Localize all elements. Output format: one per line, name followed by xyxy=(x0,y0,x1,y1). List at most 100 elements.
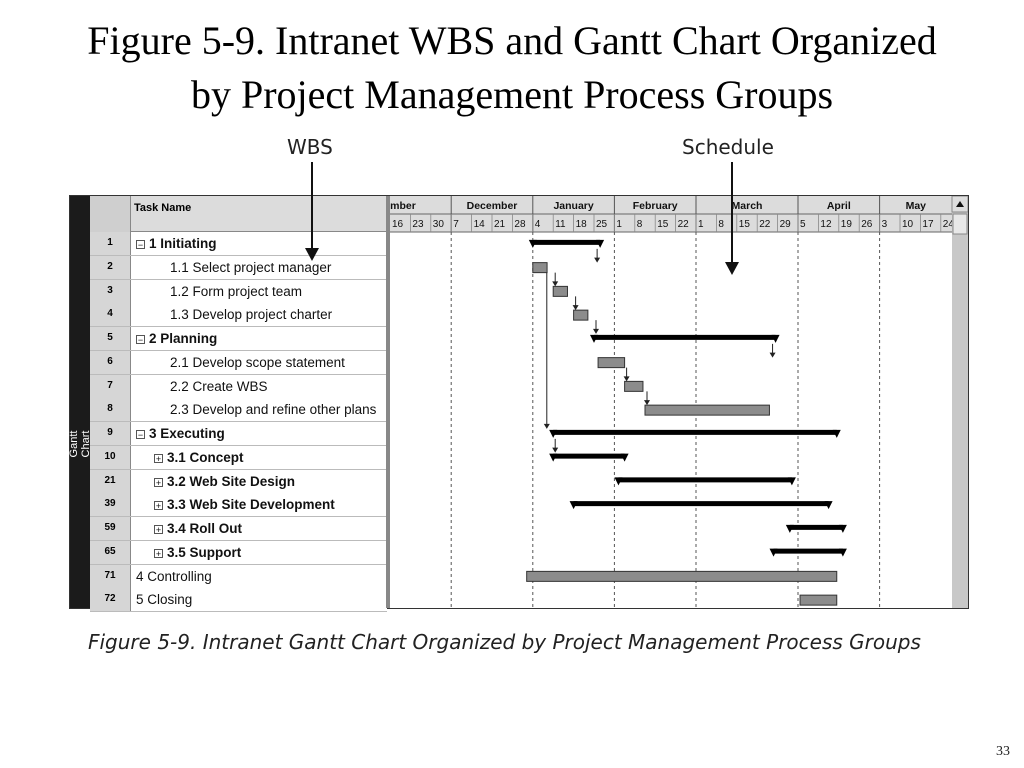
task-bar[interactable] xyxy=(526,570,838,582)
task-name-cell: 2.3 Develop and refine other plans xyxy=(170,398,385,421)
expand-icon[interactable]: + xyxy=(154,453,163,464)
task-name-label: 2.1 Develop scope statement xyxy=(170,354,345,370)
task-row[interactable]: 59 +3.4 Roll Out xyxy=(90,517,387,541)
week-label: 19 xyxy=(841,219,853,230)
task-row[interactable]: 21 +3.2 Web Site Design xyxy=(90,469,387,494)
task-name-label: 3.4 Roll Out xyxy=(167,521,243,536)
task-row[interactable]: 71 4 Controlling xyxy=(90,564,387,589)
dependency-arrowhead xyxy=(769,352,776,358)
task-name-label: 3.1 Concept xyxy=(167,449,244,465)
task-name-label: 3.2 Web Site Design xyxy=(167,473,296,489)
week-label: 15 xyxy=(657,219,669,230)
expand-icon[interactable]: + xyxy=(154,525,163,535)
expand-icon[interactable]: + xyxy=(154,548,163,559)
week-label: 11 xyxy=(555,219,566,230)
week-label: 16 xyxy=(392,219,404,230)
task-name-label: 2.2 Create WBS xyxy=(170,378,268,394)
row-number: 39 xyxy=(90,493,131,517)
summary-bar-cap xyxy=(549,429,558,438)
task-bar[interactable] xyxy=(624,380,644,392)
task-row[interactable]: 3 1.2 Form project team xyxy=(90,279,387,304)
summary-bar-cap xyxy=(569,501,578,510)
task-bar[interactable] xyxy=(644,404,770,416)
collapse-icon[interactable]: − xyxy=(136,240,145,250)
task-name-label: 2 Planning xyxy=(149,331,218,346)
expand-icon[interactable]: + xyxy=(154,477,163,488)
task-row[interactable]: 8 2.3 Develop and refine other plans xyxy=(90,398,387,423)
task-bar[interactable] xyxy=(532,262,548,274)
task-name-cell: 1.2 Form project team xyxy=(170,280,385,303)
task-name-cell: 1.1 Select project manager xyxy=(170,256,385,279)
week-label: 22 xyxy=(678,219,690,230)
summary-bar[interactable] xyxy=(573,501,829,507)
week-label: 30 xyxy=(433,219,445,230)
dependency-arrowhead xyxy=(552,281,559,287)
task-name-label: 1 Initiating xyxy=(149,236,217,251)
task-row[interactable]: 1−1 Initiating xyxy=(90,232,387,256)
gantt-timeline: mber December January February March April May… xyxy=(390,196,968,608)
collapse-icon[interactable]: − xyxy=(136,430,145,440)
dependency-arrowhead xyxy=(593,328,599,334)
summary-bar[interactable] xyxy=(553,429,837,435)
week-label: 24 xyxy=(943,219,955,230)
summary-bar-cap xyxy=(838,548,847,557)
task-row[interactable]: 5−2 Planning xyxy=(90,327,387,351)
month-label: February xyxy=(633,200,678,212)
summary-bar-cap xyxy=(590,334,598,343)
week-label: 23 xyxy=(412,219,424,230)
week-label: 7 xyxy=(453,219,459,230)
summary-bar[interactable] xyxy=(553,453,625,459)
summary-bar-cap xyxy=(785,524,794,533)
row-number: 6 xyxy=(90,350,131,374)
task-row[interactable]: 2 1.1 Select project manager xyxy=(90,255,387,280)
dependency-arrowhead xyxy=(644,400,650,406)
task-name-label: 5 Closing xyxy=(136,592,193,608)
task-bar[interactable] xyxy=(573,309,589,321)
row-number: 65 xyxy=(90,540,131,564)
week-label: 1 xyxy=(698,219,704,230)
schedule-callout-label: Schedule xyxy=(682,135,774,159)
task-row[interactable]: 7 2.2 Create WBS xyxy=(90,374,387,399)
task-row[interactable]: 39 +3.3 Web Site Development xyxy=(90,493,387,518)
task-bar[interactable] xyxy=(597,357,626,369)
slide-title: Figure 5-9. Intranet WBS and Gantt Chart… xyxy=(0,14,1024,122)
task-row[interactable]: 72 5 Closing xyxy=(90,588,387,613)
collapse-icon[interactable]: − xyxy=(136,335,145,345)
summary-bar-cap xyxy=(787,477,796,486)
summary-bar[interactable] xyxy=(789,524,843,530)
task-row[interactable]: 10 +3.1 Concept xyxy=(90,445,387,470)
task-row[interactable]: 65 +3.5 Support xyxy=(90,540,387,565)
month-label: December xyxy=(467,200,518,212)
week-label: 14 xyxy=(474,219,486,230)
week-label: 8 xyxy=(718,219,724,230)
task-row[interactable]: 9−3 Executing xyxy=(90,422,387,446)
month-label: May xyxy=(906,200,927,212)
summary-bar-cap xyxy=(838,524,847,533)
summary-bar[interactable] xyxy=(532,239,601,245)
task-bar[interactable] xyxy=(552,285,568,297)
scroll-up-icon xyxy=(956,201,964,207)
vertical-scrollbar[interactable] xyxy=(952,196,968,608)
summary-bar-cap xyxy=(549,453,558,462)
summary-bar[interactable] xyxy=(594,334,776,340)
task-row[interactable]: 4 1.3 Develop project charter xyxy=(90,303,387,328)
view-bar: Gantt Chart xyxy=(68,196,92,608)
dependency-arrowhead xyxy=(543,423,550,429)
wbs-callout-label: WBS xyxy=(287,135,333,159)
task-row[interactable]: 6 2.1 Develop scope statement xyxy=(90,350,387,375)
slide-title-line-1: Figure 5-9. Intranet WBS and Gantt Chart… xyxy=(87,18,937,63)
week-label: 3 xyxy=(882,219,888,230)
task-name-cell: −2 Planning xyxy=(136,327,385,350)
scroll-thumb[interactable] xyxy=(952,213,968,235)
expand-icon[interactable]: + xyxy=(154,501,163,512)
summary-bar[interactable] xyxy=(773,548,843,554)
dependency-arrowhead xyxy=(572,305,579,311)
row-number: 3 xyxy=(90,279,131,303)
task-bar[interactable] xyxy=(799,594,838,606)
task-name-cell: +3.3 Web Site Development xyxy=(154,493,385,516)
summary-bar-cap xyxy=(769,548,778,557)
summary-bar-cap xyxy=(832,429,841,438)
week-label: 22 xyxy=(759,219,771,230)
week-label: 25 xyxy=(596,219,608,230)
summary-bar[interactable] xyxy=(618,477,792,483)
